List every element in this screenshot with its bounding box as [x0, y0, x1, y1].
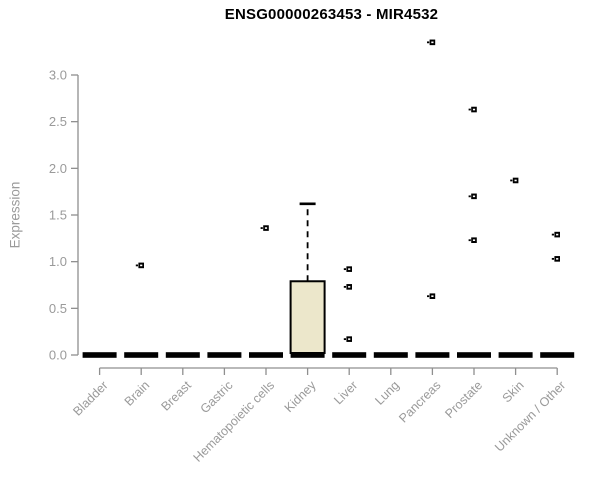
- outlier-point-tick: [468, 239, 471, 242]
- box: [289, 280, 326, 354]
- x-category-label: Unknown / Other: [492, 378, 568, 454]
- outlier-point-center: [556, 233, 559, 236]
- outlier-point-tick: [427, 295, 430, 298]
- x-category-label: Pancreas: [396, 378, 443, 425]
- outlier-point-center: [140, 264, 143, 267]
- y-tick-label: 2.0: [49, 161, 67, 176]
- outlier-point-center: [472, 239, 476, 241]
- median-bar: [540, 352, 575, 358]
- outlier-point-tick: [468, 108, 471, 111]
- outlier-point-tick: [343, 338, 346, 341]
- outlier-point-center: [472, 195, 476, 198]
- outlier-point-center: [348, 286, 351, 288]
- median-bar: [332, 352, 367, 358]
- outlier-point-center: [472, 108, 476, 111]
- outlier-point-center: [348, 338, 351, 340]
- outlier-point-tick: [551, 233, 554, 236]
- outlier-point-tick: [343, 285, 346, 288]
- outlier-point-tick: [551, 257, 554, 260]
- median-bar: [249, 352, 283, 358]
- median-bar: [82, 352, 117, 358]
- y-tick-label: 0.5: [49, 301, 67, 316]
- outlier-point-center: [431, 41, 434, 44]
- outlier-point-center: [348, 268, 351, 270]
- outlier-point-tick: [427, 41, 430, 44]
- x-category-label: Hematopoietic cells: [191, 378, 278, 465]
- x-category-label: Lung: [372, 378, 402, 408]
- chart-title: ENSG00000263453 - MIR4532: [224, 6, 439, 23]
- outlier-point-tick: [135, 264, 138, 267]
- median-bar: [165, 352, 200, 358]
- y-tick-label: 0.0: [49, 348, 67, 363]
- outlier-point-tick: [343, 268, 346, 271]
- median-bar: [457, 352, 491, 358]
- y-tick-label: 2.5: [49, 114, 67, 129]
- x-category-label: Brain: [122, 378, 153, 409]
- y-tick-label: 1.5: [49, 208, 67, 223]
- median-bar: [124, 352, 159, 358]
- outlier-point-center: [431, 295, 434, 297]
- x-category-label: Skin: [500, 378, 527, 405]
- outlier-point-tick: [260, 227, 263, 229]
- x-category-label: Kidney: [282, 378, 319, 415]
- median-bar: [373, 352, 408, 358]
- x-category-label: Breast: [158, 378, 194, 414]
- x-category-label: Prostate: [442, 378, 485, 421]
- median-bar: [207, 352, 242, 358]
- median-bar: [415, 352, 450, 358]
- median-bar: [290, 352, 325, 358]
- median-bar: [498, 352, 533, 358]
- x-category-label: Bladder: [70, 378, 110, 418]
- x-category-label: Gastric: [198, 378, 236, 416]
- outlier-point-center: [556, 258, 559, 260]
- outlier-point-tick: [510, 179, 513, 182]
- outlier-point-center: [514, 179, 517, 182]
- y-tick-label: 1.0: [49, 254, 67, 269]
- x-category-label: Liver: [331, 378, 360, 407]
- outlier-point-tick: [468, 195, 471, 198]
- y-tick-label: 3.0: [49, 68, 67, 83]
- outlier-point-center: [264, 227, 268, 229]
